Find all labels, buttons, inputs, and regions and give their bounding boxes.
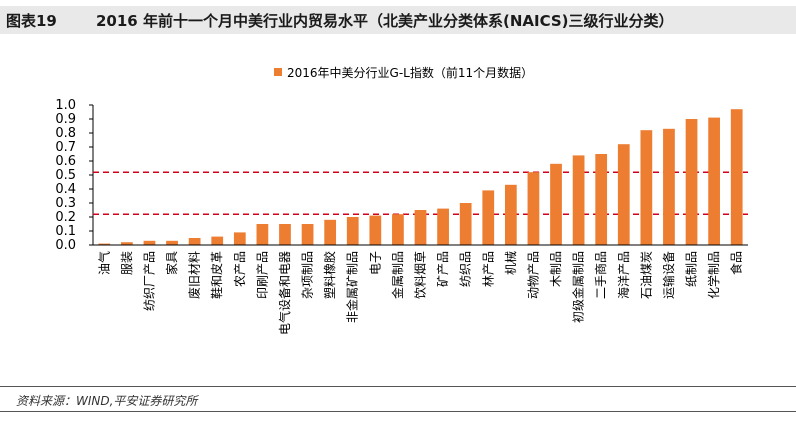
x-tick-label: 食品 (729, 251, 744, 275)
x-tick-label: 服装 (120, 251, 134, 275)
y-tick-label: 0.4 (55, 182, 76, 197)
bar (527, 172, 540, 245)
y-tick-label: 0.9 (55, 112, 76, 127)
bar (640, 130, 653, 245)
y-tick-label: 0.7 (55, 140, 76, 155)
x-tick-label: 海洋产品 (616, 251, 631, 299)
footer-rule-top (0, 386, 796, 387)
bar (595, 154, 608, 245)
bar (256, 224, 269, 245)
x-tick-label: 纸制品 (685, 251, 699, 287)
y-tick-label: 0.6 (55, 154, 76, 169)
x-tick-label: 塑料橡胶 (322, 251, 337, 299)
bar (392, 214, 404, 245)
x-tick-label: 农产品 (233, 251, 247, 287)
y-tick-label: 0.3 (55, 196, 76, 211)
bar (550, 163, 562, 245)
x-tick-label: 石油煤炭 (639, 251, 653, 299)
y-tick-label: 0.2 (55, 210, 76, 225)
x-tick-label: 二手商品 (593, 251, 608, 299)
y-tick-label: 0.1 (55, 224, 76, 239)
y-tick-label: 0.5 (55, 168, 76, 183)
bar (730, 109, 743, 245)
bar (233, 232, 246, 245)
y-axis: 0.00.10.20.30.40.50.60.70.80.91.0 (55, 98, 94, 253)
x-tick-label: 矿产品 (436, 251, 450, 287)
footer-rule-bottom (0, 411, 796, 412)
bar (369, 215, 382, 245)
x-tick-label: 废旧材料 (187, 251, 202, 299)
x-tick-label: 油气 (96, 251, 111, 275)
x-tick-label: 化学制品 (706, 251, 721, 299)
x-tick-label: 饮料烟草 (414, 251, 428, 299)
reference-lines (93, 171, 748, 215)
x-tick-label: 纺织厂产品 (142, 251, 156, 311)
x-tick-label: 初级金属制品 (571, 251, 586, 323)
legend-swatch (274, 68, 282, 76)
x-tick-label: 鞋和皮革 (209, 251, 224, 299)
x-axis-labels: 油气 服装 纺织厂产品 家具 废旧材料 鞋和皮革 农产品 印刷产品 电气设备和电器 杂项制品 塑料橡… (93, 244, 748, 335)
bar (617, 144, 630, 245)
x-tick-label: 电气设备和电器 (277, 251, 292, 335)
legend-label: 2016年中美分行业G-L指数（前11个月数据） (287, 65, 533, 80)
x-tick-label: 运输设备 (661, 251, 676, 299)
x-tick-label: 电子 (368, 251, 382, 275)
x-tick-label: 印刷产品 (255, 251, 269, 299)
bar (437, 208, 449, 245)
bar (346, 217, 359, 245)
source-note: 资料来源：WIND,平安证券研究所 (16, 394, 198, 408)
x-tick-label: 金属制品 (390, 251, 405, 299)
bar (414, 210, 427, 245)
y-tick-label: 0.0 (55, 238, 76, 253)
bar (166, 240, 178, 245)
x-tick-label: 木制品 (549, 251, 563, 287)
x-tick-label: 纺织品 (459, 251, 473, 287)
bar (685, 119, 698, 245)
bar (98, 243, 111, 245)
x-tick-label: 机械 (503, 251, 518, 275)
x-tick-label: 动物产品 (526, 251, 540, 299)
y-tick-label: 1.0 (55, 98, 76, 113)
bar (211, 236, 224, 245)
bar (459, 203, 472, 245)
bar (279, 224, 291, 245)
figure-header: 图表19 2016 年前十一个月中美行业内贸易水平（北美产业分类体系(NAICS… (0, 6, 796, 34)
x-tick-label: 非金属矿制品 (345, 251, 360, 323)
bar (143, 240, 156, 245)
figure-label: 图表19 (6, 12, 57, 30)
bar (121, 242, 133, 245)
bar (708, 117, 720, 245)
bars (98, 109, 743, 245)
bar (482, 190, 495, 245)
legend: 2016年中美分行业G-L指数（前11个月数据） (274, 65, 533, 80)
bar (301, 224, 314, 245)
bar (572, 155, 585, 245)
figure-title: 2016 年前十一个月中美行业内贸易水平（北美产业分类体系(NAICS)三级行业… (96, 12, 674, 30)
bar (663, 128, 675, 245)
bar (504, 184, 517, 245)
bar (188, 238, 201, 245)
x-tick-label: 家具 (164, 251, 179, 275)
bar (324, 219, 337, 245)
y-tick-label: 0.8 (55, 126, 76, 141)
x-tick-label: 林产品 (481, 251, 495, 287)
x-tick-label: 杂项制品 (301, 251, 315, 299)
